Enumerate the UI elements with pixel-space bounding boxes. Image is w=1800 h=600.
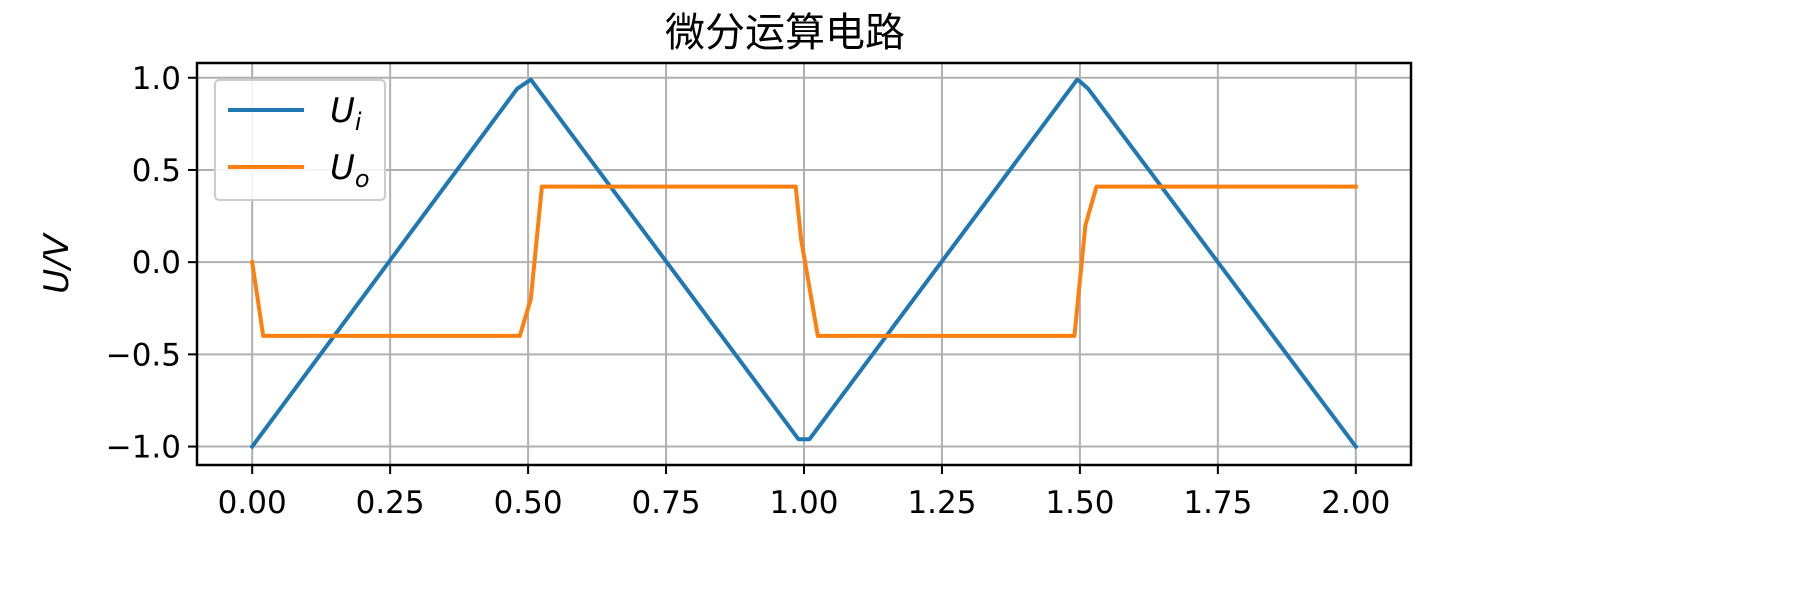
x-tick-label: 1.50 xyxy=(1045,485,1114,521)
x-tick-label: 0.25 xyxy=(356,485,425,521)
y-tick-label: 1.0 xyxy=(132,61,181,97)
legend-label-i: Ui xyxy=(330,91,362,136)
chart-title: 微分运算电路 xyxy=(665,10,905,56)
x-axis: 0.00 0.25 0.50 0.75 1.00 1.25 1.50 1.75 2.00 xyxy=(218,465,1390,521)
series-line-i xyxy=(249,77,1359,450)
legend-label-o: Uo xyxy=(330,148,370,193)
x-tick-label: 2.00 xyxy=(1321,485,1390,521)
legend-label-subscript: o xyxy=(355,165,370,193)
y-axis: 1.0 0.5 0.0 −0.5 −1.0 xyxy=(106,61,197,466)
x-tick-label: 1.00 xyxy=(769,485,838,521)
x-tick-label: 1.75 xyxy=(1183,485,1252,521)
grid xyxy=(197,63,1411,465)
legend-label-subscript: i xyxy=(355,108,362,136)
y-tick-label: 0.0 xyxy=(132,245,181,281)
series-line-o xyxy=(249,184,1358,338)
legend-label-main: U xyxy=(330,91,355,131)
x-tick-label: 0.00 xyxy=(218,485,287,521)
series-layer xyxy=(249,77,1359,450)
x-tick-label: 0.50 xyxy=(494,485,563,521)
y-tick-label: −0.5 xyxy=(106,337,181,373)
y-tick-label: −1.0 xyxy=(106,430,181,466)
legend-label-main: U xyxy=(330,148,355,188)
y-tick-label: 0.5 xyxy=(132,153,181,189)
x-tick-label: 0.75 xyxy=(632,485,701,521)
x-tick-label: 1.25 xyxy=(907,485,976,521)
y-axis-label: U/V xyxy=(37,231,77,293)
